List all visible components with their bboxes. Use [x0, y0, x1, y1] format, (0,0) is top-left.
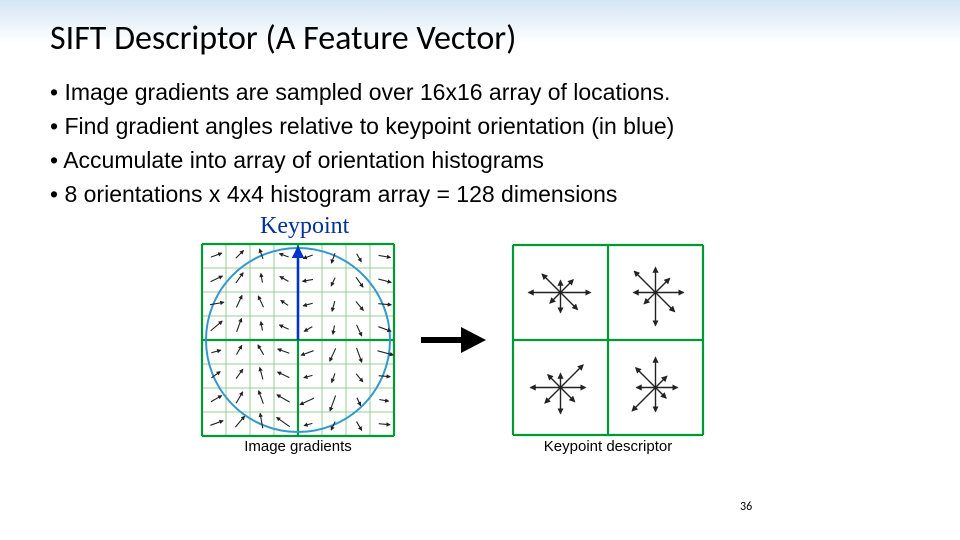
- bullet-2: • Find gradient angles relative to keypo…: [50, 111, 910, 142]
- bullet-2-text: Find gradient angles relative to keypoin…: [64, 113, 674, 139]
- slide-title: SIFT Descriptor (A Feature Vector): [50, 18, 910, 59]
- caption-right: Keypoint descriptor: [511, 438, 705, 455]
- bullet-3-text: Accumulate into array of orientation his…: [63, 147, 544, 173]
- bullet-4: • 8 orientations x 4x4 histogram array =…: [50, 179, 910, 210]
- image-gradients-figure: [200, 242, 396, 438]
- page-number: 36: [740, 500, 752, 514]
- slide: SIFT Descriptor (A Feature Vector) • Ima…: [0, 0, 960, 455]
- bullet-1: • Image gradients are sampled over 16x16…: [50, 77, 910, 108]
- bullet-3: • Accumulate into array of orientation h…: [50, 145, 910, 176]
- caption-left: Image gradients: [200, 438, 396, 455]
- caption-spacer: [396, 438, 511, 455]
- bullet-4-text: 8 orientations x 4x4 histogram array = 1…: [64, 181, 617, 207]
- figures-row: [200, 242, 910, 438]
- keypoint-label: Keypoint: [260, 213, 910, 240]
- bullet-1-text: Image gradients are sampled over 16x16 a…: [64, 79, 670, 105]
- keypoint-descriptor-figure: [511, 243, 705, 437]
- transform-arrow-icon: [416, 315, 491, 365]
- captions-row: Image gradients Keypoint descriptor: [200, 438, 910, 455]
